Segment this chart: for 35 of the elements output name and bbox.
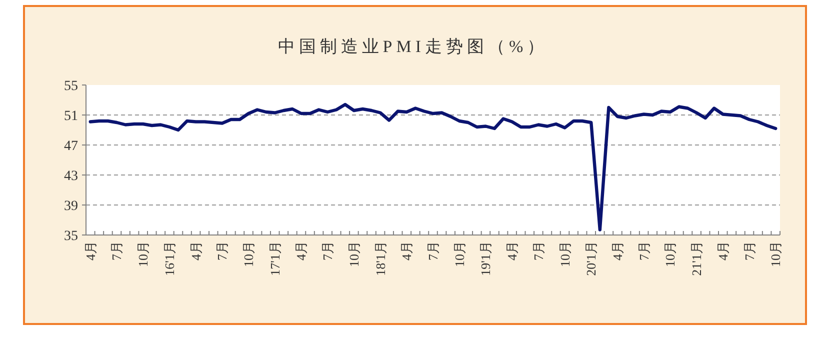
chart-title: 中国制造业PMI走势图（%） bbox=[278, 37, 548, 56]
x-tick-label: 10月 bbox=[662, 241, 678, 267]
x-tick-label: 4月 bbox=[294, 241, 309, 260]
y-tick-label: 35 bbox=[64, 229, 78, 244]
x-tick-label: 10月 bbox=[241, 241, 256, 267]
y-tick-label: 47 bbox=[64, 139, 78, 154]
x-tick-label: 4月 bbox=[82, 241, 98, 260]
y-tick-label: 51 bbox=[64, 109, 78, 124]
x-tick-label: 7月 bbox=[742, 241, 757, 260]
x-tick-label: 19'1月 bbox=[478, 241, 494, 276]
y-tick-label: 55 bbox=[64, 79, 78, 94]
x-tick-label: 4月 bbox=[399, 241, 414, 260]
x-tick-label: 16'1月 bbox=[162, 241, 177, 276]
x-tick-label: 7月 bbox=[214, 241, 230, 260]
x-tick-label: 10月 bbox=[768, 241, 784, 267]
x-tick-label: 4月 bbox=[610, 241, 625, 260]
x-tick-label: 10月 bbox=[136, 241, 151, 267]
x-tick-label: 7月 bbox=[320, 241, 336, 260]
y-tick-label: 43 bbox=[64, 169, 78, 184]
x-tick-label: 21'1月 bbox=[689, 241, 704, 276]
x-tick-label: 10月 bbox=[346, 241, 362, 267]
x-tick-label: 7月 bbox=[426, 241, 440, 260]
x-tick-label: 7月 bbox=[530, 241, 546, 260]
x-tick-label: 4月 bbox=[504, 241, 520, 260]
x-tick-label: 4月 bbox=[188, 241, 204, 260]
x-tick-label: 7月 bbox=[636, 241, 652, 260]
x-tick-label: 17'1月 bbox=[267, 241, 282, 276]
y-tick-label: 39 bbox=[64, 199, 78, 214]
line-series bbox=[88, 102, 778, 232]
x-tick-label: 20'1月 bbox=[584, 241, 599, 276]
x-tick-label: 10月 bbox=[557, 241, 572, 267]
x-tick-label: 18'1月 bbox=[372, 241, 388, 276]
x-tick-label: 4月 bbox=[715, 241, 730, 260]
x-tick-label: 10月 bbox=[452, 241, 467, 267]
x-tick-label: 7月 bbox=[109, 241, 124, 260]
